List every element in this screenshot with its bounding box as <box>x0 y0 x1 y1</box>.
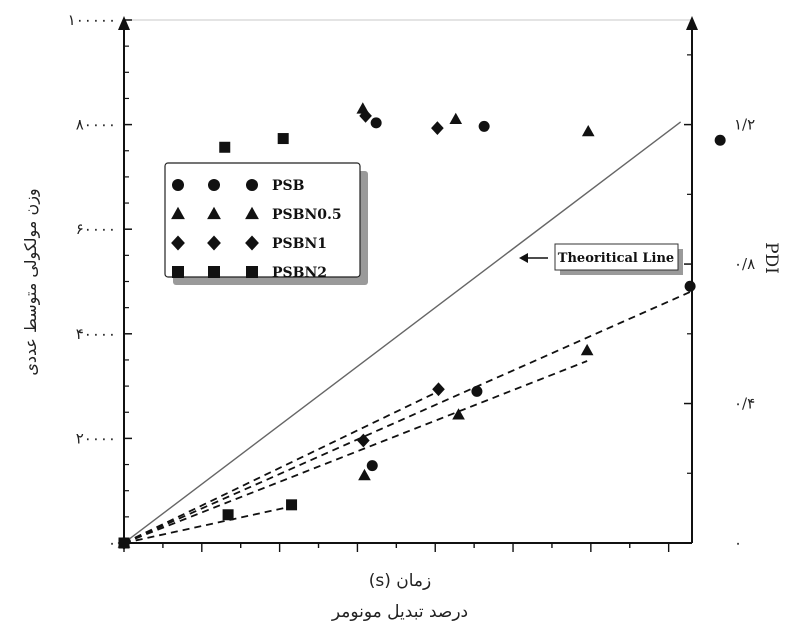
fit-lines <box>123 291 691 544</box>
annotation-label: Theoritical Line <box>558 251 674 266</box>
right-axis-label: PDI <box>761 242 781 274</box>
x-axis-label-time: (s) زمان <box>369 571 432 591</box>
pdi-point-psbn2 <box>277 133 289 145</box>
legend-marker-psbn2 <box>172 266 184 278</box>
bottom-axis-ticks <box>123 543 670 552</box>
right-tick-label: ۰ <box>734 534 742 552</box>
pdi-point-psbn2 <box>219 141 231 153</box>
mn-point-psb <box>366 460 378 472</box>
legend-marker-psbn1 <box>171 235 185 251</box>
mn-point-psb <box>471 385 483 397</box>
left-axis-arrow <box>118 16 130 30</box>
mn-point-psbn05 <box>580 343 594 356</box>
fit-line-psb <box>123 291 691 544</box>
legend-label-psbn2: PSBN2 <box>272 265 327 281</box>
left-tick-label: ۱۰۰۰۰۰ <box>68 11 116 29</box>
mn-point-psbn2 <box>222 509 234 521</box>
legend-marker-psbn05 <box>245 206 259 220</box>
pdi-point-psb <box>370 117 382 129</box>
left-axis-label: وزن مولکولی متوسط عددی <box>21 188 41 375</box>
pdi-point-psbn1 <box>431 121 444 135</box>
mn-point-psbn1 <box>432 382 445 397</box>
legend-marker-psb <box>208 179 220 191</box>
pdi-point-psbn05 <box>581 124 595 137</box>
right-tick-label: ۰/۸ <box>734 255 755 273</box>
right-axis-ticks: ۰ ۰/۴ ۰/۸ ۱/۲ <box>684 54 755 552</box>
pdi-point-psb <box>478 120 490 132</box>
legend-label-psb: PSB <box>272 178 305 194</box>
mn-point-psb <box>684 280 696 292</box>
data-markers <box>117 102 726 550</box>
right-tick-label: ۱/۲ <box>734 116 755 134</box>
annotation-box <box>554 243 679 271</box>
fit-line-psbn2 <box>123 505 292 544</box>
left-tick-label: ۴۰۰۰۰ <box>76 325 116 343</box>
mn-point-psbn05 <box>452 408 465 420</box>
pdi-point-psbn1 <box>359 109 372 123</box>
legend-marker-psbn1 <box>207 235 221 251</box>
legend-marker-psb <box>246 179 258 191</box>
left-tick-label: ۸۰۰۰۰ <box>76 116 116 134</box>
legend-marker-psbn05 <box>171 206 185 220</box>
legend-marker-psbn2 <box>246 266 258 278</box>
mn-point-psbn2 <box>118 537 130 549</box>
right-axis-arrow <box>686 16 698 30</box>
legend-label-psbn1: PSBN1 <box>272 236 327 252</box>
legend-marker-psbn05 <box>207 206 221 220</box>
fit-line-psbn1 <box>123 390 439 544</box>
mn-point-psbn1 <box>357 433 370 448</box>
left-tick-label: ۰ <box>108 534 116 552</box>
legend-label-psbn05: PSBN0.5 <box>272 207 342 223</box>
legend: PSB PSBN0.5 PSBN1 PSBN2 <box>164 162 368 285</box>
mn-point-psbn2 <box>286 499 298 511</box>
legend-marker-psb <box>172 179 184 191</box>
left-axis-ticks: ۰ ۲۰۰۰۰ ۴۰۰۰۰ ۶۰۰۰۰ ۸۰۰۰۰ ۱۰۰۰۰۰ <box>68 11 132 552</box>
legend-marker-psbn2 <box>208 266 220 278</box>
pdi-point-psb <box>714 134 726 146</box>
mn-point-psbn05 <box>358 468 371 481</box>
theoretical-line-annotation: Theoritical Line <box>519 243 683 275</box>
x-axis-label-conversion: درصد تبدیل مونومر <box>331 602 468 622</box>
pdi-point-psbn05 <box>449 112 463 125</box>
fit-line-psbn05 <box>123 360 588 544</box>
annotation-arrow-head <box>519 253 528 263</box>
theoretical-line <box>123 121 682 544</box>
legend-marker-psbn1 <box>245 235 259 251</box>
left-tick-label: ۶۰۰۰۰ <box>76 220 116 238</box>
right-tick-label: ۰/۴ <box>734 395 755 413</box>
left-tick-label: ۲۰۰۰۰ <box>76 429 116 447</box>
